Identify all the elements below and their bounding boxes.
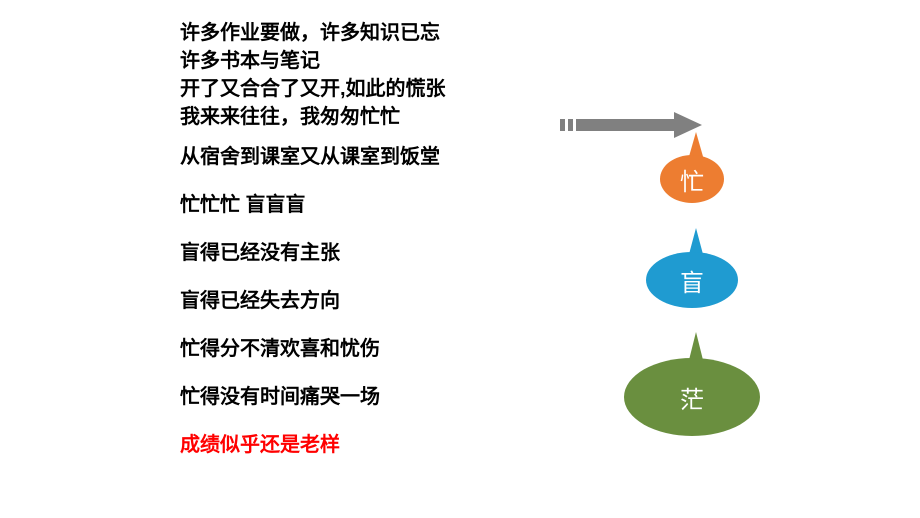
flow-diagram: 忙 盲 茫 bbox=[560, 100, 880, 500]
poem-text-column: 许多作业要做，许多知识已忘 许多书本与笔记 开了又合合了又开,如此的慌张 我来来… bbox=[180, 20, 600, 458]
poem-line: 忙得分不清欢喜和忧伤 bbox=[180, 336, 600, 362]
poem-line: 盲得已经没有主张 bbox=[180, 240, 600, 266]
poem-line: 盲得已经失去方向 bbox=[180, 288, 600, 314]
poem-line: 忙得没有时间痛哭一场 bbox=[180, 384, 600, 410]
poem-line: 从宿舍到课室又从课室到饭堂 bbox=[180, 144, 600, 170]
poem-line: 许多书本与笔记 bbox=[180, 48, 600, 74]
poem-line: 我来来往往，我匆匆忙忙 bbox=[180, 104, 600, 130]
node-ellipse-mang2: 盲 bbox=[646, 252, 738, 308]
poem-line-highlight: 成绩似乎还是老样 bbox=[180, 432, 600, 458]
poem-line: 开了又合合了又开,如此的慌张 bbox=[180, 76, 600, 102]
node-ellipse-mang3: 茫 bbox=[624, 358, 760, 436]
poem-line: 忙忙忙 盲盲盲 bbox=[180, 192, 600, 218]
node-label: 盲 bbox=[680, 263, 704, 298]
node-label: 茫 bbox=[680, 380, 704, 415]
node-ellipse-mang1: 忙 bbox=[660, 155, 724, 203]
node-label: 忙 bbox=[680, 162, 704, 197]
poem-line: 许多作业要做，许多知识已忘 bbox=[180, 20, 600, 46]
